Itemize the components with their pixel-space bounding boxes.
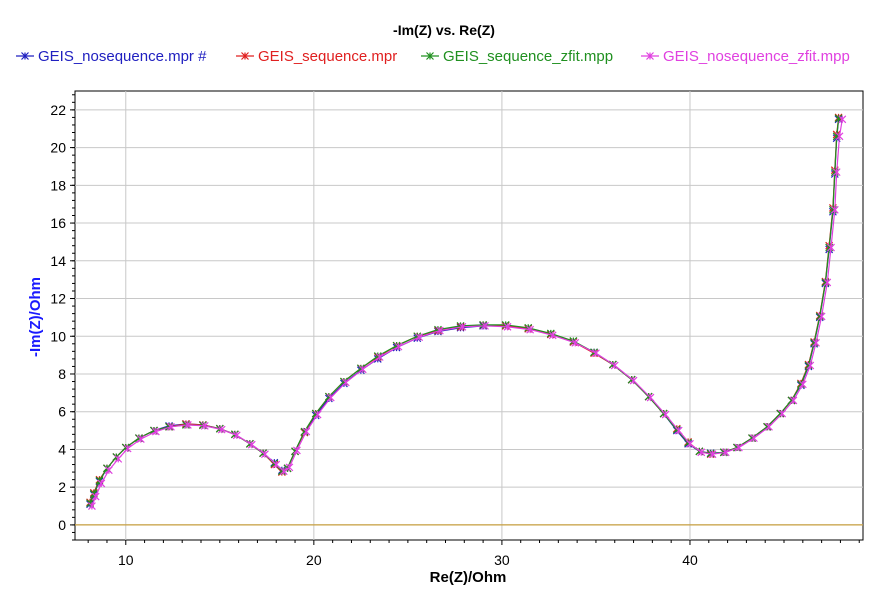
data-point (136, 435, 145, 443)
legend-marker (646, 52, 654, 60)
data-point (686, 439, 694, 448)
data-point (261, 450, 269, 459)
data-point (326, 393, 335, 402)
data-point (721, 448, 730, 457)
y-tick-label: 12 (50, 291, 66, 307)
data-point (646, 393, 655, 402)
y-tick-label: 20 (50, 140, 66, 156)
data-point (232, 431, 241, 440)
data-point (104, 466, 113, 475)
y-tick-label: 22 (50, 102, 66, 118)
legend-marker (241, 52, 249, 60)
data-point (827, 243, 835, 252)
series-4 (88, 115, 847, 510)
chart-title: -Im(Z) vs. Re(Z) (393, 22, 495, 38)
plot-frame (74, 90, 864, 541)
data-point (778, 409, 787, 418)
data-point (812, 338, 820, 347)
data-point (835, 132, 844, 141)
data-point (749, 434, 758, 443)
y-tick-label: 4 (58, 441, 66, 457)
data-point (708, 450, 717, 459)
data-point (358, 365, 367, 374)
data-point (313, 410, 322, 419)
data-point (806, 361, 815, 370)
data-point (91, 492, 100, 501)
y-tick-label: 16 (50, 215, 66, 231)
legend: GEIS_nosequence.mpr # GEIS_sequence.mpr GE… (16, 48, 850, 65)
legend-item-1: GEIS_nosequence.mpr # (16, 48, 207, 65)
data-point (435, 326, 444, 335)
data-point (279, 467, 288, 476)
data-point (610, 361, 619, 370)
data-point (830, 205, 839, 214)
data-point (123, 444, 132, 453)
legend-item-4: GEIS_nosequence_zfit.mpp (641, 48, 850, 65)
data-point (88, 502, 96, 510)
data-point (375, 353, 384, 361)
y-axis-title: -Im(Z)/Ohm (27, 277, 44, 357)
data-point (661, 410, 670, 419)
data-point (166, 422, 175, 431)
data-point (798, 380, 807, 389)
legend-label: GEIS_sequence.mpr (258, 48, 397, 65)
x-tick-label: 10 (118, 552, 134, 568)
data-point (789, 396, 798, 405)
y-tick-label: 10 (50, 328, 66, 344)
data-point (341, 378, 350, 387)
data-point (302, 427, 311, 436)
data-point (183, 420, 192, 429)
data-point (503, 322, 512, 331)
legend-label: GEIS_nosequence.mpr # (38, 48, 207, 65)
data-point (292, 446, 301, 455)
y-tick-label: 0 (58, 517, 66, 533)
y-tick-label: 18 (50, 177, 66, 193)
data-point (548, 331, 557, 340)
y-tick-label: 2 (58, 479, 66, 495)
legend-label: GEIS_nosequence_zfit.mpp (663, 48, 850, 65)
y-tick-label: 8 (58, 366, 66, 382)
data-point (114, 454, 123, 463)
data-point (832, 168, 841, 177)
x-tick-label: 20 (306, 552, 322, 568)
legend-marker (426, 52, 434, 60)
plot-area: 10 20 30 40 0 2 4 6 8 10 12 14 16 18 20 22 (50, 90, 864, 568)
y-tick-label: 6 (58, 404, 66, 420)
data-point (458, 322, 467, 331)
data-point (765, 422, 773, 431)
data-point (697, 448, 706, 457)
data-point (571, 338, 580, 347)
legend-item-3: GEIS_sequence_zfit.mpp (421, 48, 613, 65)
x-axis-title: Re(Z)/Ohm (430, 569, 507, 586)
data-point (217, 425, 226, 434)
data-point (285, 463, 294, 472)
data-point (481, 321, 489, 330)
data-point (272, 460, 281, 469)
data-point (592, 349, 600, 358)
data-point (151, 427, 160, 436)
x-tick-label: 30 (494, 552, 510, 568)
y-tick-label: 14 (50, 253, 66, 269)
legend-label: GEIS_sequence_zfit.mpp (443, 48, 613, 65)
legend-item-2: GEIS_sequence.mpr (236, 48, 397, 65)
data-point (838, 115, 847, 124)
data-point (247, 440, 256, 449)
data-point (629, 376, 638, 385)
data-point (817, 312, 826, 321)
data-point (394, 342, 403, 351)
data-point (97, 479, 106, 488)
data-point (823, 278, 832, 287)
data-point (674, 426, 683, 435)
data-point (200, 421, 209, 430)
legend-marker (21, 52, 29, 60)
data-point (415, 333, 424, 342)
data-point (734, 443, 743, 452)
data-point (526, 325, 535, 334)
x-tick-label: 40 (682, 552, 698, 568)
